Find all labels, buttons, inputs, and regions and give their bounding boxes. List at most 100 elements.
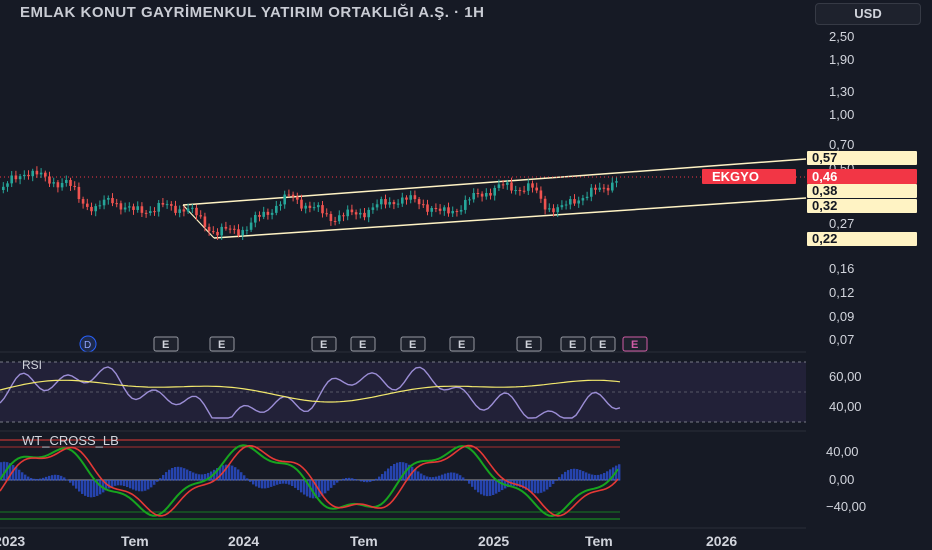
candle-body (291, 194, 295, 197)
wt-hist-bar (150, 480, 153, 488)
candle-body (535, 187, 538, 191)
wt-hist-bar (306, 480, 309, 497)
candle-body (354, 212, 358, 215)
candle-body (165, 204, 169, 206)
wt-hist-bar (303, 480, 306, 495)
wt-hist-bar (258, 480, 261, 488)
wt-hist-bar (360, 480, 363, 482)
wt-hist-bar (603, 472, 606, 481)
candle-body (350, 209, 354, 213)
wt-hist-bar (90, 480, 93, 498)
wt-hist-bar (165, 472, 168, 481)
candle-body (296, 196, 299, 200)
candle-body (338, 215, 341, 222)
candle-body (581, 198, 585, 201)
candle-body (611, 182, 614, 191)
candle-body (380, 199, 383, 205)
candle-body (44, 172, 47, 177)
price-tag-level-1: 0,38 (807, 183, 917, 198)
candle-body (514, 190, 517, 192)
wt-pane: WT_CROSS_LB 40,00 0,00 −40,00 (0, 430, 866, 520)
currency-button[interactable]: USD (815, 3, 921, 25)
candle-body (363, 212, 366, 218)
candle-body (174, 205, 177, 213)
wt-hist-bar (465, 480, 468, 481)
wt-hist-bar (375, 478, 378, 481)
wt-hist-bar (426, 476, 429, 481)
earnings-marker-label: E (599, 339, 606, 351)
wt-hist-bar (255, 480, 258, 487)
wt-hist-bar (396, 462, 399, 481)
candle-body (35, 170, 39, 175)
candle-body (346, 209, 349, 217)
candle-body (333, 221, 337, 223)
wt-hist-bar (546, 480, 549, 490)
candle-body (489, 192, 492, 196)
candle-body (312, 207, 316, 209)
candle-body (237, 229, 240, 236)
candle-body (606, 188, 610, 191)
wt-hist-bar (480, 480, 483, 495)
wt-hist-bar (123, 480, 126, 487)
svg-text:EKGYO: EKGYO (712, 169, 759, 184)
candlestick-series (2, 166, 618, 241)
wt-hist-bar (237, 469, 240, 481)
wt-hist-bar (357, 479, 360, 481)
rsi-ma-line (0, 379, 621, 403)
wt-hist-bar (9, 463, 12, 481)
candle-body (602, 187, 606, 189)
candle-body (119, 203, 123, 210)
candle-body (123, 207, 127, 210)
candle-body (552, 208, 555, 213)
wt-hist-bar (153, 480, 156, 485)
candle-body (506, 182, 509, 185)
candle-body (455, 211, 459, 213)
candle-body (375, 204, 379, 208)
wt-hist-bar (453, 472, 456, 481)
wt-hist-bar (174, 467, 177, 481)
wt-hist-bar (33, 478, 36, 481)
wt-hist-bar (576, 469, 579, 481)
candle-body (405, 197, 408, 200)
wt-hist-bar (66, 479, 69, 481)
candle-body (182, 209, 186, 212)
wt-hist-bar (315, 480, 318, 499)
wt-hist-bar (0, 462, 3, 481)
wt-hist-bar (261, 480, 264, 489)
wt-hist-bar (618, 464, 621, 481)
wt-hist-bar (495, 480, 498, 494)
wt-hist-bar (483, 480, 486, 496)
candle-body (140, 206, 144, 213)
candle-body (447, 207, 450, 214)
candle-body (388, 202, 391, 205)
wt-hist-bar (291, 480, 294, 487)
wt-hist-bar (114, 480, 117, 486)
wt-label: WT_CROSS_LB (22, 433, 119, 448)
candle-body (249, 222, 253, 230)
candle-body (266, 211, 270, 215)
wt-histogram (0, 461, 621, 499)
wt-hist-bar (441, 474, 444, 481)
candle-body (422, 204, 425, 206)
wt-hist-bar (219, 466, 222, 481)
wt-hist-bar (75, 480, 78, 489)
candle-body (573, 199, 576, 204)
wt-hist-bar (444, 473, 447, 481)
candle-body (2, 186, 5, 190)
candle-body (468, 199, 471, 201)
wt-hist-bar (420, 473, 423, 481)
candle-body (531, 183, 534, 188)
time-label-tem-3: Tem (585, 533, 613, 549)
candle-body (157, 202, 160, 212)
wt-hist-bar (519, 480, 522, 488)
wt-hist-bar (525, 480, 528, 490)
wt-hist-bar (198, 474, 201, 481)
price-axis-label: 2,50 (829, 29, 854, 44)
wt-hist-bar (144, 480, 147, 491)
wt-hist-bar (348, 477, 351, 481)
wt-hist-bar (6, 462, 9, 481)
candle-body (224, 226, 228, 229)
wt-hist-bar (180, 467, 183, 481)
